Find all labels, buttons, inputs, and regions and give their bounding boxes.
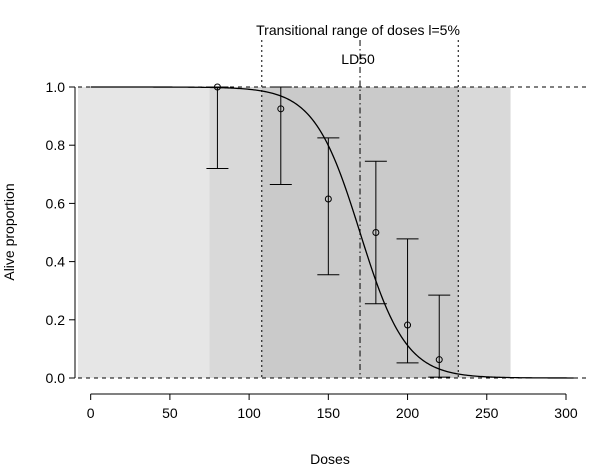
data-point-4: [404, 321, 412, 329]
y-ticks: 0.0 0.2 0.4 0.6 0.8 1.0: [46, 79, 75, 386]
y-tick-label-1: 0.2: [46, 312, 66, 328]
x-tick-label-4: 200: [396, 405, 420, 421]
x-axis-title: Doses: [310, 451, 350, 467]
ld50-label: LD50: [341, 51, 375, 67]
observation-points: [213, 83, 443, 364]
y-tick-label-5: 1.0: [46, 79, 66, 95]
data-point-3: [372, 229, 380, 236]
y-axis-title: Alive proportion: [1, 183, 17, 280]
x-tick-label-6: 300: [554, 405, 578, 421]
data-point-2: [324, 195, 332, 203]
x-tick-label-0: 0: [87, 405, 95, 421]
shaded-bands: [78, 87, 511, 378]
error-bars: [206, 86, 451, 378]
x-tick-label-3: 150: [317, 405, 341, 421]
y-tick-label-3: 0.6: [46, 195, 66, 211]
y-tick-label-4: 0.8: [46, 137, 66, 153]
axes: 0 50 100 150 200 250 300 0.0 0.2 0.4 0.6 0.8 1.0: [46, 79, 578, 421]
data-point-1: [277, 105, 285, 113]
x-ticks: 0 50 100 150 200 250 300: [87, 394, 578, 421]
fitted-curve-layer: [90, 86, 574, 379]
data-point-5: [435, 356, 443, 364]
fitted-curve: [90, 86, 574, 379]
x-tick-label-1: 50: [162, 405, 178, 421]
y-tick-label-2: 0.4: [46, 254, 66, 270]
transitional-range-label: Transitional range of doses l=5%: [256, 22, 460, 38]
x-tick-label-5: 250: [475, 405, 499, 421]
y-tick-label-0: 0.0: [46, 370, 66, 386]
x-tick-label-2: 100: [237, 405, 261, 421]
data-point-0: [213, 83, 221, 91]
